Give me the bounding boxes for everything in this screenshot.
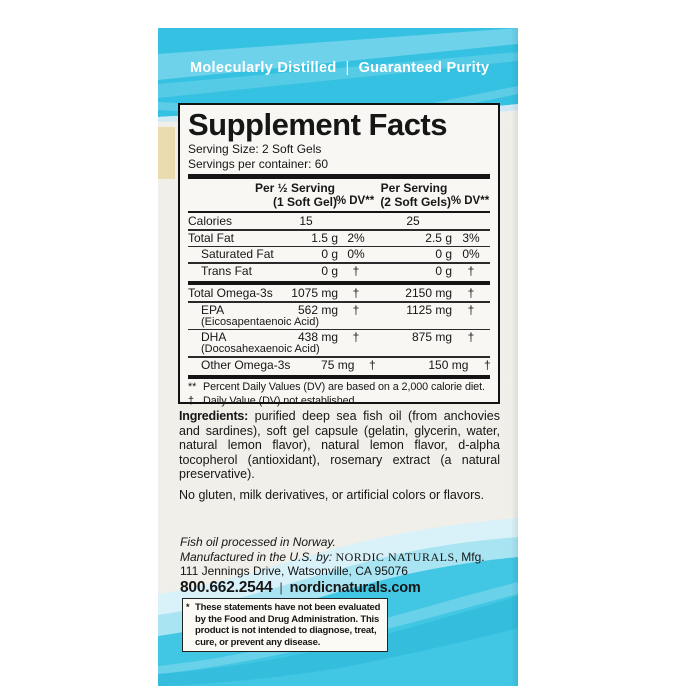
divider-thick [188,374,490,379]
divider-medium [188,210,490,213]
nutrient-row-saturated-fat: Saturated Fat 0 g 0% 0 g 0% [201,247,480,261]
nutrient-row-trans-fat: Trans Fat 0 g † 0 g † [201,263,475,278]
disclaimer-marker: * [186,602,190,612]
servings-per-container: Servings per container: 60 [188,157,329,171]
ingredients-paragraph: Ingredients: purified deep sea fish oil … [179,409,500,482]
address: 111 Jennings Drive, Watsonville, CA 9507… [180,564,408,578]
header-two-soft-gels: (2 Soft Gels) [380,194,451,209]
divider-thick [188,174,490,179]
contact-separator: | [279,579,283,595]
nutrient-row-total-omega3s: Total Omega-3s 1075 mg † 2150 mg † [188,286,475,300]
divider-thin [188,301,490,303]
product-package-back-panel: Molecularly Distilled | Guaranteed Purity … [158,28,518,686]
nutrient-row-dha: DHA 438 mg † 875 mg † (Docosahexaenoic A… [188,330,490,356]
nutrient-row-total-fat: Total Fat 1.5 g 2% 2.5 g 3% [188,230,480,245]
tagline-left: Molecularly Distilled [190,60,337,76]
brand-name: NORDIC NATURALS [335,549,455,564]
tagline-separator: | [345,60,350,76]
tan-edge-accent [158,127,175,179]
footnote-dagger: † Daily Value (DV) not established. [188,394,358,407]
website: nordicnaturals.com [289,579,421,596]
header-dv-2: % DV** [450,194,490,207]
supplement-facts-panel: Supplement Facts Serving Size: 2 Soft Ge… [178,103,500,407]
epa-chemical-name: (Eicosapentaenoic Acid) [201,315,320,328]
ingredients-text: purified deep sea fish oil (from anchovi… [179,409,500,481]
divider-thin [188,229,490,231]
manufacturer-info: Fish oil processed in Norway. Manufactur… [180,535,500,595]
nutrient-row-other-omega3s: Other Omega-3s 75 mg † 150 mg † [201,357,491,372]
disclaimer-text: These statements have not been evaluated… [195,602,381,648]
divider-thin [188,245,490,247]
dha-chemical-name: (Docosahexaenoic Acid) [201,343,320,355]
header-one-soft-gel: (1 Soft Gel) [272,194,337,209]
divider-thin [188,356,490,358]
footnotes: ** Percent Daily Values (DV) are based o… [188,381,490,408]
nutrient-row-calories: Calories 15 25 [188,214,420,228]
fda-disclaimer-box: * These statements have not been evaluat… [182,598,388,652]
divider-thick [188,280,490,285]
banner-tagline: Molecularly Distilled | Guaranteed Purity [190,60,490,76]
contact-row: 800.662.2544 | nordicnaturals.com [180,578,500,596]
divider-thin [188,262,490,264]
divider-thin [188,328,490,330]
manufactured-by: Manufactured in the U.S. by: NORDIC NATU… [180,549,485,564]
ingredients-section: Ingredients: purified deep sea fish oil … [179,409,500,502]
processed-in: Fish oil processed in Norway. [180,535,336,549]
table-header: Per ½ Serving Per Serving (1 Soft Gel) %… [188,180,490,210]
footnote-dv: ** Percent Daily Values (DV) are based o… [188,381,485,393]
supplement-facts-title: Supplement Facts [188,107,448,142]
header-dv-1: % DV** [335,194,375,207]
nutrient-row-epa: EPA 562 mg † 1125 mg † (Eicosapentaenoic… [188,303,490,329]
phone-number: 800.662.2544 [180,578,273,596]
serving-size: Serving Size: 2 Soft Gels [188,142,322,156]
tagline-right: Guaranteed Purity [358,60,490,76]
header-per-half-serving: Per ½ Serving [254,180,336,195]
allergen-note: No gluten, milk derivatives, or artifici… [179,487,484,502]
header-per-serving: Per Serving [380,180,448,195]
ingredients-label: Ingredients: [179,409,249,423]
